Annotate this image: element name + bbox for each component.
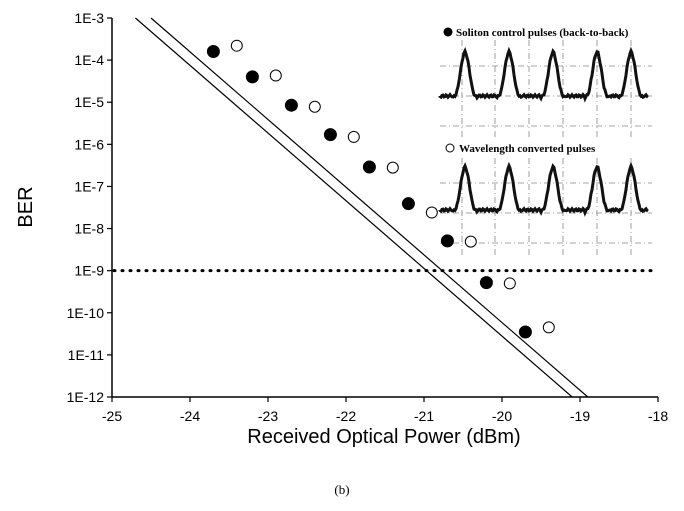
- data-point-soliton: [362, 160, 376, 174]
- y-ticks: 1E-12 1E-11 1E-10 1E-9 1E-8 1E-7 1E-6 1E-5 1E-4 1…: [67, 10, 112, 405]
- y-axis-title: BER: [15, 186, 37, 227]
- legend-label-soliton: Soliton control pulses (back-to-back): [456, 27, 629, 39]
- y-tick-label: 1E-4: [74, 52, 104, 68]
- data-point-soliton: [479, 276, 493, 290]
- data-point-soliton: [323, 128, 337, 142]
- x-tick-label: -21: [414, 408, 434, 424]
- data-point-soliton: [284, 98, 298, 112]
- legend-marker-converted: [445, 143, 455, 153]
- x-tick-label: -23: [258, 408, 278, 424]
- data-point-soliton: [518, 325, 532, 339]
- data-point-soliton: [206, 45, 220, 59]
- data-point-soliton: [440, 234, 454, 248]
- data-point-converted: [542, 321, 555, 334]
- figure-caption: (b): [334, 482, 349, 497]
- data-point-converted: [269, 69, 282, 82]
- legend-marker-soliton: [443, 27, 453, 37]
- x-tick-label: -18: [648, 408, 668, 424]
- x-ticks: -25 -24 -23 -22 -21 -20 -19 -18: [102, 397, 668, 424]
- x-tick-label: -19: [570, 408, 590, 424]
- fit-line-converted: [150, 17, 589, 398]
- legend-label-converted: Wavelength converted pulses: [459, 143, 596, 155]
- data-point-converted: [464, 235, 477, 248]
- data-point-soliton: [245, 70, 259, 84]
- converted-waveform-trace: [438, 161, 649, 217]
- data-point-converted: [425, 206, 438, 219]
- y-tick-label: 1E-10: [67, 305, 105, 321]
- x-tick-label: -24: [180, 408, 200, 424]
- x-tick-label: -25: [102, 408, 122, 424]
- inset-waveforms: [437, 22, 655, 260]
- data-point-converted: [503, 277, 516, 290]
- y-tick-label: 1E-7: [74, 178, 104, 194]
- x-tick-label: -22: [336, 408, 356, 424]
- y-tick-label: 1E-8: [74, 221, 104, 237]
- y-tick-label: 1E-11: [68, 347, 105, 363]
- y-tick-label: 1E-9: [74, 263, 104, 279]
- series-soliton-points: [206, 45, 532, 339]
- y-tick-label: 1E-12: [67, 389, 105, 405]
- data-point-soliton: [401, 197, 415, 211]
- y-tick-label: 1E-3: [74, 10, 104, 26]
- data-point-converted: [308, 100, 321, 113]
- data-point-converted: [347, 130, 360, 143]
- data-point-converted: [230, 39, 243, 52]
- series-converted-points: [230, 39, 555, 334]
- x-tick-label: -20: [492, 408, 512, 424]
- y-tick-label: 1E-5: [74, 94, 104, 110]
- data-point-converted: [386, 161, 399, 174]
- inset-background: [437, 22, 655, 260]
- y-tick-label: 1E-6: [74, 136, 104, 152]
- soliton-waveform-trace: [438, 46, 649, 103]
- x-axis-title: Received Optical Power (dBm): [247, 426, 520, 448]
- fit-line-soliton: [135, 17, 573, 398]
